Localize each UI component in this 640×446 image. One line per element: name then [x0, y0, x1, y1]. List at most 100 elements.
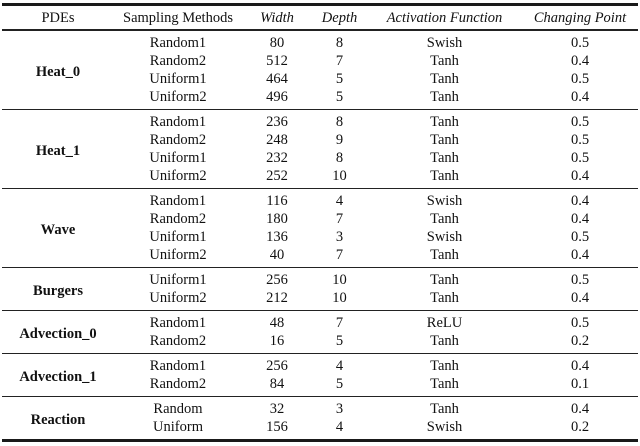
pde-group: Heat_1 Random1 236 8 Tanh 0.5 Random2 248 9 Tanh 0… — [2, 110, 638, 189]
cell-activation-function: Swish — [426, 193, 463, 209]
table-row: Random2 16 5 Tanh 0.2 — [2, 332, 638, 354]
pde-group: Reaction Random 32 3 Tanh 0.4 Uniform 156 4 Swish… — [2, 397, 638, 441]
cell-width: 180 — [266, 211, 288, 227]
table-row: Uniform2 212 10 Tanh 0.4 — [2, 289, 638, 311]
pde-group-label: Heat_1 — [35, 142, 81, 159]
cell-activation-function: Swish — [426, 229, 463, 245]
pde-group-label: Wave — [40, 221, 76, 238]
pde-group: Heat_0 Random1 80 8 Swish 0.5 Random2 512 7 Tanh 0… — [2, 30, 638, 110]
cell-width: 256 — [266, 358, 288, 374]
cell-depth: 7 — [335, 315, 344, 331]
cell-width: 40 — [269, 247, 285, 263]
cell-changing-point: 0.4 — [570, 193, 590, 209]
cell-depth: 8 — [335, 114, 344, 130]
cell-width: 248 — [266, 132, 288, 148]
cell-sampling-method: Random1 — [149, 358, 207, 374]
table-row: Uniform1 232 8 Tanh 0.5 — [2, 149, 638, 167]
cell-depth: 3 — [335, 229, 344, 245]
cell-activation-function: Tanh — [430, 211, 459, 227]
cell-sampling-method: Uniform1 — [149, 272, 207, 288]
table-row: Random2 84 5 Tanh 0.1 — [2, 375, 638, 397]
cell-sampling-method: Uniform2 — [149, 290, 207, 306]
cell-changing-point: 0.5 — [570, 35, 590, 51]
cell-changing-point: 0.4 — [570, 247, 590, 263]
pde-config-table: PDEs Sampling Methods Width Depth Activa… — [2, 3, 638, 442]
cell-activation-function: Tanh — [430, 358, 459, 374]
table-row: Random2 512 7 Tanh 0.4 — [2, 52, 638, 70]
cell-activation-function: Tanh — [430, 114, 459, 130]
cell-changing-point: 0.5 — [570, 272, 590, 288]
cell-activation-function: Tanh — [430, 401, 459, 417]
cell-width: 232 — [266, 150, 288, 166]
cell-sampling-method: Random2 — [149, 376, 207, 392]
cell-width: 496 — [266, 89, 288, 105]
cell-depth: 8 — [335, 150, 344, 166]
cell-sampling-method: Uniform2 — [149, 89, 207, 105]
cell-depth: 5 — [335, 89, 344, 105]
cell-depth: 4 — [335, 358, 344, 374]
cell-width: 156 — [266, 419, 288, 435]
cell-sampling-method: Random2 — [149, 53, 207, 69]
cell-width: 236 — [266, 114, 288, 130]
table-row: Uniform2 496 5 Tanh 0.4 — [2, 88, 638, 110]
table-row: Uniform1 464 5 Tanh 0.5 — [2, 70, 638, 88]
cell-sampling-method: Random1 — [149, 193, 207, 209]
table-row: Uniform2 40 7 Tanh 0.4 — [2, 246, 638, 268]
pde-group: Wave Random1 116 4 Swish 0.4 Random2 180 7 Tanh 0.… — [2, 189, 638, 268]
cell-sampling-method: Uniform1 — [149, 71, 207, 87]
cell-activation-function: Tanh — [430, 333, 459, 349]
col-header-pdes: PDEs — [41, 10, 75, 26]
cell-width: 252 — [266, 168, 288, 184]
table-row: Heat_1 Random1 236 8 Tanh 0.5 — [2, 110, 638, 158]
cell-depth: 9 — [335, 132, 344, 148]
cell-depth: 10 — [332, 168, 347, 184]
cell-sampling-method: Random1 — [149, 114, 207, 130]
cell-width: 512 — [266, 53, 288, 69]
pde-group-label: Advection_0 — [19, 325, 97, 342]
cell-activation-function: Tanh — [430, 89, 459, 105]
cell-changing-point: 0.5 — [570, 315, 590, 331]
cell-changing-point: 0.5 — [570, 229, 590, 245]
cell-sampling-method: Random2 — [149, 132, 207, 148]
table-row: Random2 180 7 Tanh 0.4 — [2, 210, 638, 228]
cell-depth: 5 — [335, 71, 344, 87]
table-row: Uniform2 252 10 Tanh 0.4 — [2, 167, 638, 189]
cell-activation-function: Tanh — [430, 247, 459, 263]
cell-changing-point: 0.5 — [570, 114, 590, 130]
cell-activation-function: Swish — [426, 419, 463, 435]
col-header-width: Width — [260, 10, 294, 26]
cell-depth: 7 — [335, 247, 344, 263]
cell-changing-point: 0.4 — [570, 290, 590, 306]
table-row: Advection_1 Random1 256 4 Tanh 0.4 — [2, 354, 638, 384]
cell-depth: 10 — [332, 272, 347, 288]
cell-width: 116 — [266, 193, 288, 209]
cell-activation-function: Tanh — [430, 150, 459, 166]
cell-changing-point: 0.5 — [570, 71, 590, 87]
cell-sampling-method: Uniform2 — [149, 168, 207, 184]
cell-width: 212 — [266, 290, 288, 306]
cell-width: 32 — [269, 401, 285, 417]
cell-changing-point: 0.1 — [570, 376, 590, 392]
cell-depth: 4 — [335, 419, 344, 435]
cell-activation-function: Tanh — [430, 376, 459, 392]
table-row: Advection_0 Random1 48 7 ReLU 0.5 — [2, 311, 638, 341]
table-row: Reaction Random 32 3 Tanh 0.4 — [2, 397, 638, 427]
cell-width: 16 — [269, 333, 285, 349]
cell-sampling-method: Random1 — [149, 315, 207, 331]
cell-activation-function: Tanh — [430, 53, 459, 69]
header-row: PDEs Sampling Methods Width Depth Activa… — [2, 5, 638, 31]
cell-changing-point: 0.2 — [570, 419, 590, 435]
cell-depth: 7 — [335, 53, 344, 69]
cell-changing-point: 0.4 — [570, 53, 590, 69]
pde-group-label: Advection_1 — [19, 368, 97, 385]
cell-sampling-method: Uniform1 — [149, 229, 207, 245]
cell-depth: 7 — [335, 211, 344, 227]
table-row: Uniform1 136 3 Swish 0.5 — [2, 228, 638, 246]
cell-depth: 5 — [335, 333, 344, 349]
cell-activation-function: Tanh — [430, 71, 459, 87]
cell-changing-point: 0.4 — [570, 168, 590, 184]
pde-group-label: Reaction — [30, 411, 86, 428]
table-row: Uniform 156 4 Swish 0.2 — [2, 418, 638, 441]
cell-width: 80 — [269, 35, 285, 51]
cell-activation-function: Tanh — [430, 290, 459, 306]
